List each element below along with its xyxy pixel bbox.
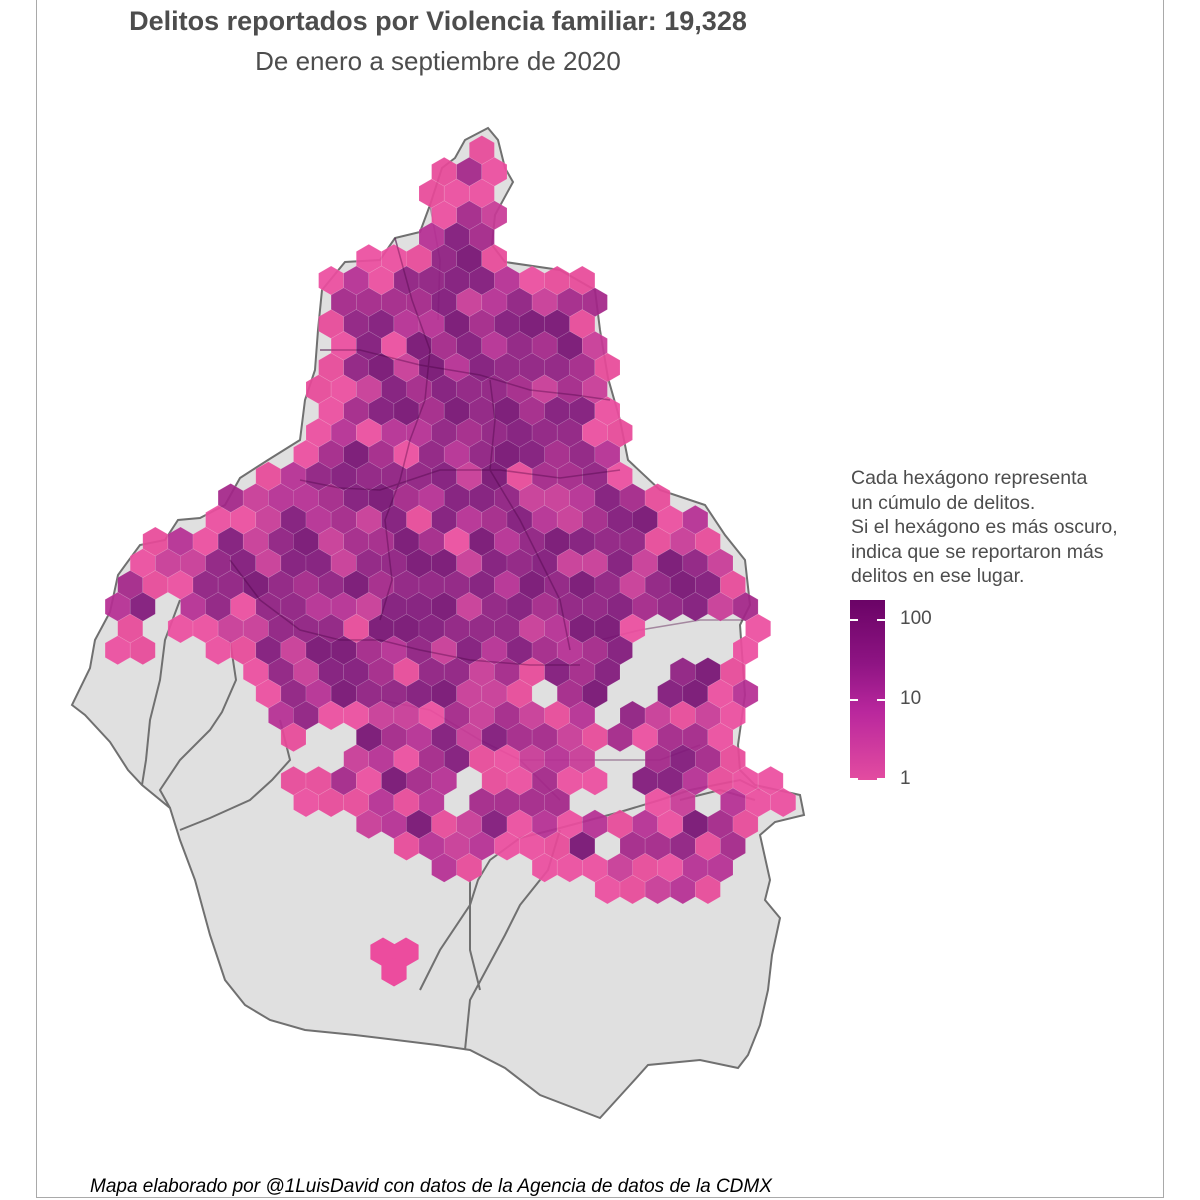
legend-line: Cada hexágono representa bbox=[851, 467, 1088, 489]
legend-line: delitos en ese lugar. bbox=[851, 565, 1025, 587]
hexagon-cell bbox=[456, 852, 483, 883]
legend-tick-label: 100 bbox=[900, 608, 932, 629]
colorbar-tick bbox=[850, 778, 858, 780]
hexagon-cell bbox=[129, 635, 156, 666]
hexagon-cell bbox=[280, 722, 307, 753]
hexagon-cell bbox=[695, 874, 721, 905]
hexagon-cell bbox=[381, 957, 407, 987]
legend-line: un cúmulo de delitos. bbox=[851, 491, 1036, 514]
colorbar-tick bbox=[877, 778, 885, 780]
legend-line: indica que se reportaron más bbox=[851, 540, 1104, 563]
district-border-overlay bbox=[229, 237, 621, 666]
colorbar-tick bbox=[850, 699, 858, 701]
map-title: Delitos reportados por Violencia familia… bbox=[129, 6, 747, 36]
legend-title: Cada hexágono representa un cúmulo de de… bbox=[851, 466, 1171, 589]
colorbar-tick bbox=[850, 619, 858, 621]
map-caption: Mapa elaborado por @1LuisDavid con datos… bbox=[90, 1176, 772, 1197]
hexagon-cell bbox=[770, 787, 797, 818]
hexagon-cell bbox=[370, 937, 396, 967]
hexbin-layer bbox=[104, 135, 797, 987]
colorbar-tick bbox=[877, 619, 885, 621]
map-subtitle: De enero a septiembre de 2020 bbox=[255, 46, 621, 76]
legend-tick-label: 10 bbox=[900, 688, 922, 709]
legend-colorbar bbox=[850, 600, 885, 780]
legend-tick-label: 1 bbox=[900, 768, 911, 789]
plot-panel bbox=[36, 0, 1164, 1198]
colorbar-tick bbox=[877, 699, 885, 701]
hexagon-cell bbox=[393, 937, 419, 967]
legend-line: Si el hexágono es más oscuro, bbox=[851, 516, 1118, 538]
hexagon-cell bbox=[582, 765, 608, 796]
